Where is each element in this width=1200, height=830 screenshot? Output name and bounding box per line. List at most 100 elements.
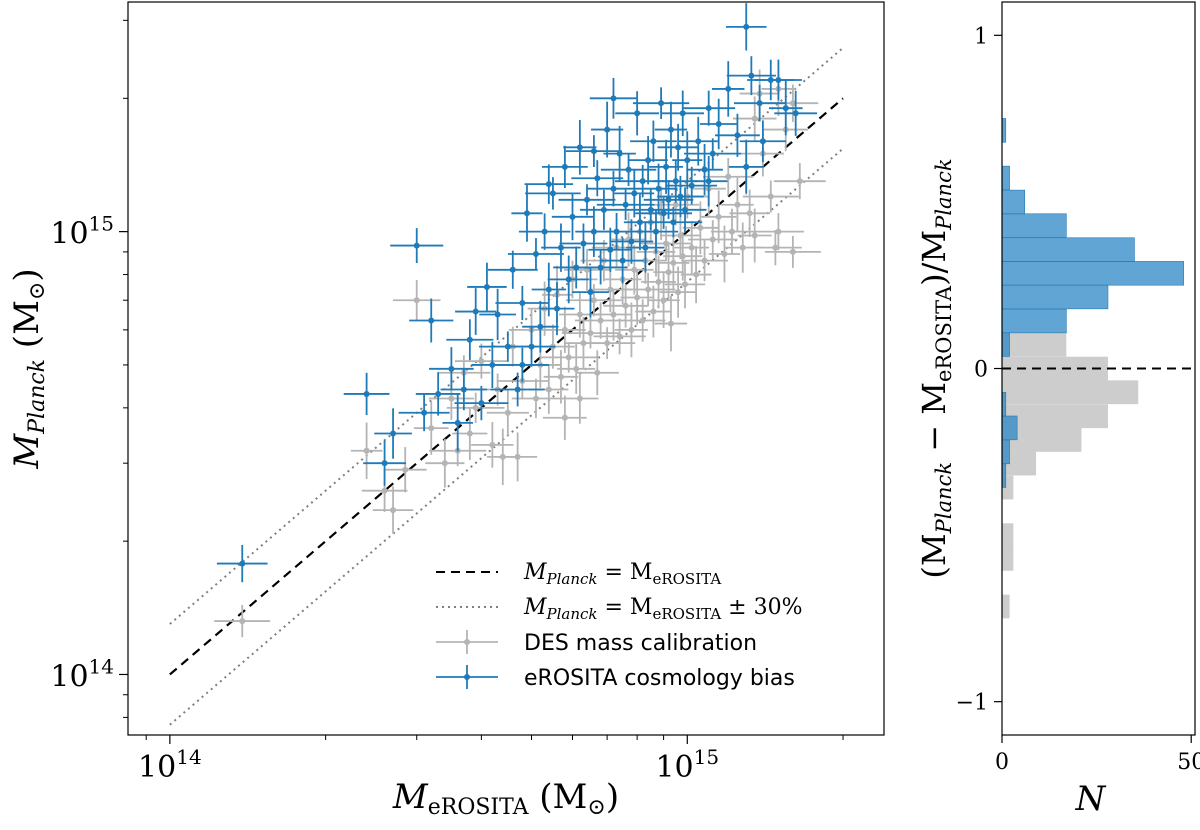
- data-point: [726, 56, 776, 96]
- data-point: [467, 262, 507, 312]
- marker: [775, 228, 782, 235]
- marker: [519, 299, 526, 306]
- data-point: [615, 91, 660, 136]
- marker: [363, 447, 370, 454]
- data-point: [579, 189, 628, 230]
- data-point: [680, 245, 712, 304]
- marker: [428, 425, 435, 432]
- data-point: [674, 221, 710, 275]
- marker: [523, 210, 530, 217]
- data-point: [524, 164, 574, 204]
- marker: [619, 257, 626, 264]
- marker: [789, 248, 796, 255]
- marker: [782, 105, 789, 112]
- hist-series-des: [1002, 332, 1139, 619]
- data-point: [728, 140, 764, 194]
- marker: [709, 150, 716, 157]
- data-point: [635, 285, 672, 338]
- marker: [628, 238, 635, 245]
- data-point: [601, 237, 644, 284]
- marker: [663, 163, 670, 170]
- data-point: [490, 372, 545, 407]
- data-point: [701, 190, 737, 244]
- marker: [672, 178, 679, 185]
- marker: [576, 395, 583, 402]
- marker: [655, 185, 662, 192]
- data-point: [479, 288, 516, 341]
- marker: [472, 404, 479, 411]
- data-point: [541, 223, 581, 272]
- marker: [772, 244, 779, 251]
- marker: [616, 333, 623, 340]
- marker: [413, 242, 420, 249]
- marker: [460, 386, 467, 393]
- data-point: [593, 318, 646, 355]
- hist-y-axis-label: (MPlanck − MeROSITA)/MPlanck: [915, 158, 956, 578]
- marker: [660, 210, 667, 217]
- marker: [454, 419, 461, 426]
- data-point: [686, 143, 723, 196]
- marker: [514, 386, 521, 393]
- marker: [239, 618, 246, 625]
- marker: [553, 305, 560, 312]
- histogram-bar: [1001, 237, 1135, 262]
- marker: [751, 232, 758, 239]
- y-tick-label: 1014: [50, 654, 114, 694]
- marker: [667, 320, 674, 327]
- marker: [746, 210, 753, 217]
- marker: [504, 409, 511, 416]
- data-point: [712, 61, 745, 117]
- marker: [670, 259, 677, 266]
- hist-y-tick-label: 0: [974, 358, 988, 383]
- marker: [675, 144, 682, 151]
- residual-histogram: 0 50 −1 0 1 N (MPlanck − MeROSITA)/MPlanck: [915, 1, 1200, 819]
- marker: [709, 236, 716, 243]
- marker: [509, 266, 516, 273]
- marker: [792, 110, 799, 117]
- data-point: [774, 90, 818, 136]
- hist-x-axis-label: N: [1075, 779, 1107, 819]
- marker: [739, 244, 746, 251]
- data-point: [721, 176, 754, 233]
- marker: [580, 240, 587, 247]
- marker: [610, 311, 617, 318]
- marker: [705, 105, 712, 112]
- data-point: [398, 394, 450, 432]
- data-point: [454, 385, 509, 421]
- marker: [789, 100, 796, 107]
- marker: [466, 336, 473, 343]
- reference-line-plus-30: [169, 47, 844, 625]
- marker: [665, 269, 672, 276]
- data-point: [654, 295, 688, 352]
- marker: [743, 163, 750, 170]
- data-point: [486, 389, 529, 436]
- data-point: [764, 235, 821, 268]
- marker: [610, 185, 617, 192]
- marker: [363, 390, 370, 397]
- data-point: [525, 177, 581, 210]
- data-point: [619, 299, 666, 342]
- data-point: [768, 80, 803, 136]
- marker: [639, 317, 646, 324]
- data-point: [661, 90, 704, 137]
- data-point: [708, 225, 741, 283]
- data-point: [714, 113, 760, 157]
- marker: [472, 308, 479, 315]
- marker: [390, 507, 397, 514]
- data-point: [725, 3, 767, 51]
- histogram-bar: [1001, 189, 1026, 215]
- legend-marker: [464, 674, 470, 680]
- data-point: [591, 101, 624, 158]
- legend-label: MPlanck = MeROSITA: [523, 560, 721, 588]
- data-point: [559, 223, 608, 264]
- data-point: [548, 255, 589, 304]
- marker: [576, 144, 583, 151]
- x-tick-label: 1015: [655, 745, 719, 785]
- marker: [631, 190, 638, 197]
- data-point: [633, 209, 679, 254]
- marker: [645, 157, 652, 164]
- data-point: [565, 135, 622, 168]
- marker: [642, 244, 649, 251]
- marker: [519, 361, 526, 368]
- data-point: [511, 378, 561, 419]
